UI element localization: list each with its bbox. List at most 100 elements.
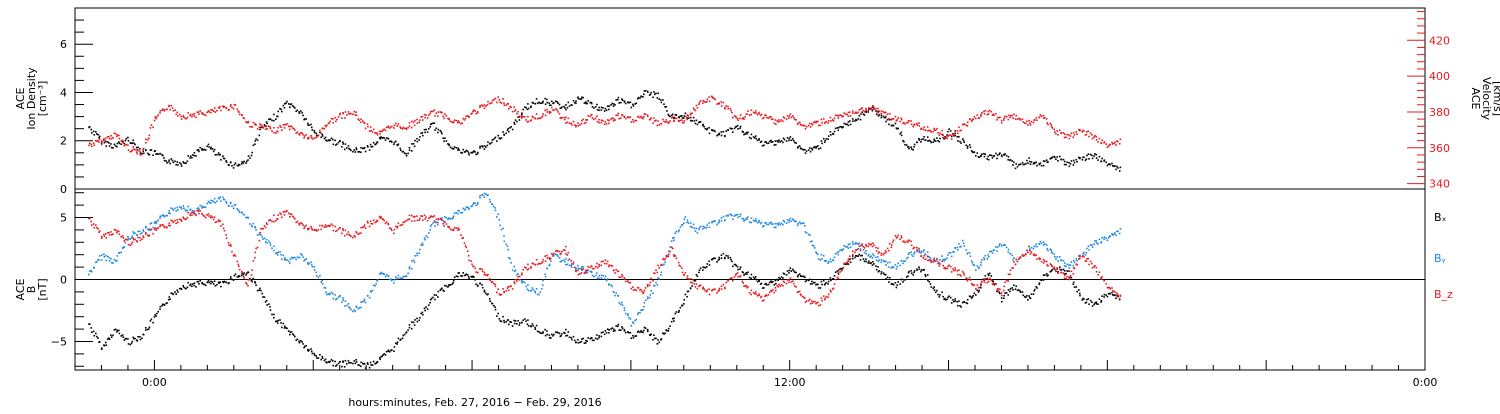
density-point <box>234 162 237 164</box>
b-component-point <box>556 254 558 256</box>
b-component-point <box>127 338 129 340</box>
b-component-point <box>494 308 497 311</box>
density-point <box>326 140 328 142</box>
b-component-point <box>256 234 259 236</box>
density-point <box>339 140 341 142</box>
b-component-point <box>294 335 296 338</box>
b-component-point <box>491 281 494 283</box>
b-component-point <box>928 259 931 261</box>
velocity-point <box>819 124 822 127</box>
density-point <box>368 149 371 151</box>
velocity-point <box>416 118 418 121</box>
b-component-point <box>216 200 218 203</box>
velocity-point <box>1100 142 1103 145</box>
right-axis-label: ACE <box>1469 88 1482 110</box>
b-component-point <box>930 261 933 263</box>
b-component-point <box>677 311 680 313</box>
b-component-point <box>113 258 116 261</box>
density-point <box>758 139 760 141</box>
b-component-point <box>782 280 785 283</box>
b-component-point <box>847 260 850 263</box>
velocity-point <box>572 120 575 123</box>
b-component-point <box>326 361 328 364</box>
b-component-point <box>464 208 467 210</box>
b-component-point <box>653 334 655 336</box>
b-component-point <box>325 226 327 228</box>
density-point <box>307 122 309 125</box>
b-component-point <box>779 278 781 280</box>
density-point <box>933 138 935 141</box>
b-component-point <box>764 295 766 297</box>
velocity-point <box>837 117 840 119</box>
density-point <box>863 114 866 116</box>
right-tick-label: 340 <box>1429 178 1450 191</box>
velocity-point <box>563 116 565 119</box>
b-component-point <box>1100 278 1103 280</box>
b-component-point <box>202 214 205 217</box>
b-component-point <box>966 302 969 305</box>
velocity-point <box>507 103 509 105</box>
b-component-point <box>950 255 953 258</box>
velocity-point <box>779 120 781 123</box>
density-point <box>468 153 470 156</box>
density-point <box>933 139 936 142</box>
b-component-point <box>1070 276 1073 279</box>
b-component-point <box>938 265 941 267</box>
b-component-point <box>472 275 474 278</box>
density-point <box>582 96 584 99</box>
b-component-point <box>101 254 103 256</box>
b-component-point <box>683 303 685 305</box>
velocity-point <box>187 112 189 114</box>
b-component-point <box>1079 294 1081 297</box>
b-component-point <box>387 349 390 351</box>
density-point <box>717 133 720 136</box>
density-point <box>957 140 959 142</box>
b-component-point <box>632 289 635 291</box>
b-component-point <box>894 263 897 266</box>
b-component-point <box>1009 290 1011 293</box>
right-axis-label: [km/s] <box>1491 81 1500 116</box>
velocity-point <box>603 123 606 125</box>
b-component-point <box>1095 301 1098 303</box>
b-component-point <box>492 205 495 208</box>
b-component-point <box>604 330 607 332</box>
density-point <box>797 145 799 148</box>
velocity-point <box>1007 114 1010 117</box>
b-component-point <box>855 242 857 244</box>
b-component-point <box>317 229 320 231</box>
density-point <box>357 151 359 153</box>
velocity-point <box>830 120 832 122</box>
velocity-point <box>479 106 481 108</box>
b-component-point <box>1095 239 1098 242</box>
density-point <box>673 116 675 119</box>
density-point <box>924 139 927 141</box>
b-component-point <box>505 243 507 246</box>
density-point <box>273 113 275 116</box>
b-component-point <box>641 331 643 333</box>
b-component-point <box>865 250 867 252</box>
velocity-point <box>1075 131 1078 133</box>
b-component-point <box>210 282 212 285</box>
b-component-point <box>780 283 783 286</box>
velocity-point <box>273 126 275 129</box>
b-component-point <box>779 285 781 287</box>
b-component-point <box>815 283 818 286</box>
b-component-point <box>426 236 429 239</box>
b-component-point <box>646 328 649 331</box>
density-point <box>606 105 609 107</box>
density-point <box>265 121 268 123</box>
b-component-point <box>585 270 587 273</box>
b-component-point <box>875 259 878 262</box>
b-component-point <box>1027 251 1029 254</box>
b-component-point <box>664 332 666 335</box>
b-component-point <box>462 207 464 210</box>
b-component-point <box>1003 297 1005 300</box>
b-component-point <box>367 222 369 224</box>
b-component-point <box>590 337 593 339</box>
b-component-point <box>1094 302 1096 304</box>
b-component-point <box>103 253 105 255</box>
b-component-point <box>207 213 210 215</box>
density-point <box>223 157 226 160</box>
velocity-point <box>540 116 543 119</box>
b-component-point <box>477 285 479 287</box>
